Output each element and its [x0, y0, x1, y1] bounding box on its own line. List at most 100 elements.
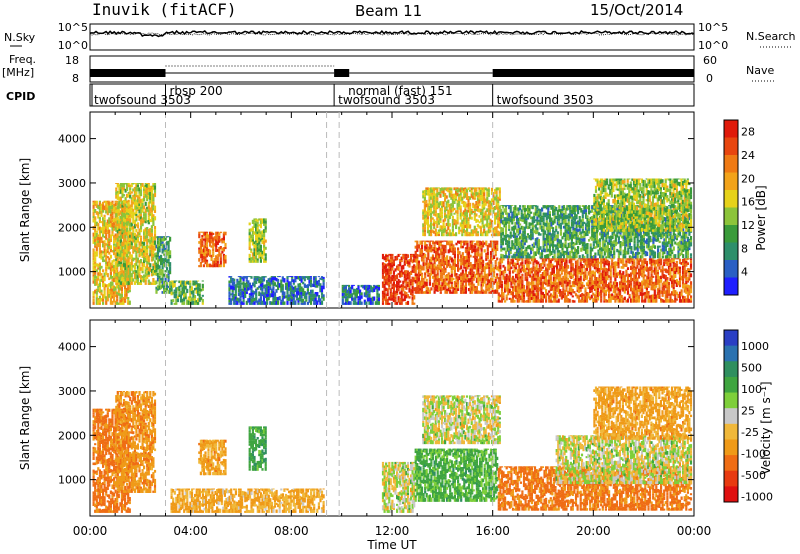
heatmap-cell — [116, 263, 119, 267]
heatmap-cell — [108, 257, 111, 261]
heatmap-cell — [222, 233, 225, 237]
heatmap-cell — [411, 269, 414, 273]
heatmap-cell — [507, 275, 510, 280]
heatmap-cell — [119, 196, 122, 202]
heatmap-cell — [460, 262, 463, 266]
heatmap-cell — [463, 256, 466, 260]
heatmap-cell — [573, 258, 576, 261]
heatmap-cell — [552, 295, 555, 299]
heatmap-cell — [295, 294, 298, 299]
heatmap-cell — [133, 271, 136, 275]
heatmap-cell — [489, 203, 492, 207]
heatmap-cell — [184, 296, 187, 300]
heatmap-cell — [423, 194, 426, 197]
heatmap-cell — [183, 297, 186, 302]
heatmap-cell — [153, 248, 157, 251]
heatmap-cell — [120, 302, 123, 305]
heatmap-cell — [479, 212, 483, 215]
heatmap-cell — [392, 285, 395, 291]
heatmap-cell — [606, 288, 609, 292]
heatmap-cell — [294, 280, 297, 283]
heatmap-cell — [431, 263, 435, 266]
heatmap-cell — [386, 274, 389, 278]
heatmap-cell — [626, 273, 630, 277]
heatmap-cell — [173, 289, 176, 292]
heatmap-cell — [462, 187, 465, 192]
heatmap-cell — [625, 280, 628, 283]
heatmap-cell — [436, 255, 439, 259]
heatmap-cell — [381, 255, 385, 260]
heatmap-cell — [305, 299, 308, 302]
heatmap-cell — [141, 275, 144, 278]
heatmap-cell — [471, 240, 474, 242]
heatmap-cell — [494, 212, 497, 216]
heatmap-cell — [573, 291, 576, 294]
heatmap-cell — [302, 276, 305, 280]
heatmap-cell — [280, 301, 283, 305]
heatmap-cell — [422, 229, 425, 233]
heatmap-cell — [264, 291, 267, 296]
heatmap-cell — [666, 277, 669, 280]
heatmap-cell — [631, 258, 634, 261]
heatmap-cell — [255, 296, 258, 301]
heatmap-cell — [631, 269, 634, 272]
heatmap-cell — [253, 291, 256, 295]
heatmap-cell — [435, 277, 438, 281]
heatmap-cell — [461, 196, 464, 201]
heatmap-cell — [178, 288, 181, 292]
heatmap-cell — [476, 208, 479, 212]
heatmap-cell — [207, 252, 210, 256]
heatmap-cell — [113, 225, 116, 229]
heatmap-cell — [476, 195, 479, 198]
heatmap-cell — [598, 284, 601, 289]
heatmap-cell — [428, 196, 431, 200]
heatmap-cell — [477, 267, 480, 272]
heatmap-cell — [97, 272, 100, 276]
heatmap-cell — [464, 211, 467, 217]
heatmap-cell — [204, 252, 207, 257]
heatmap-cell — [111, 260, 114, 264]
heatmap-cell — [661, 294, 664, 297]
heatmap-cell — [115, 264, 118, 268]
heatmap-cell — [455, 282, 458, 285]
heatmap-cell — [601, 290, 604, 293]
heatmap-cell — [434, 221, 437, 225]
heatmap-cell — [144, 235, 147, 239]
heatmap-cell — [299, 276, 302, 278]
heatmap-cell — [153, 216, 157, 221]
heatmap-cell — [424, 242, 427, 246]
heatmap-cell — [212, 241, 215, 246]
heatmap-cell — [615, 282, 619, 287]
heatmap-cell — [557, 298, 560, 303]
heatmap-cell — [645, 260, 648, 264]
heatmap-cell — [121, 253, 124, 258]
heatmap-cell — [106, 238, 109, 241]
heatmap-cell — [228, 276, 231, 278]
heatmap-cell — [568, 279, 571, 285]
heatmap-cell — [139, 216, 143, 220]
heatmap-cell — [399, 258, 402, 262]
heatmap-cell — [653, 286, 656, 290]
heatmap-cell — [658, 261, 661, 264]
heatmap-cell — [595, 260, 598, 264]
heatmap-cell — [122, 253, 126, 257]
heatmap-cell — [603, 292, 606, 297]
heatmap-cell — [181, 302, 184, 305]
heatmap-cell — [410, 292, 413, 296]
heatmap-cell — [557, 287, 560, 291]
heatmap-cell — [167, 273, 170, 276]
heatmap-cell — [472, 244, 475, 249]
heatmap-cell — [532, 277, 535, 282]
heatmap-cell — [533, 284, 537, 288]
heatmap-cell — [529, 288, 532, 293]
heatmap-cell — [201, 243, 204, 247]
heatmap-cell — [113, 252, 116, 256]
heatmap-cell — [518, 286, 521, 290]
heatmap-cell — [522, 284, 526, 289]
heatmap-cell — [431, 198, 434, 202]
heatmap-cell — [130, 184, 133, 188]
heatmap-cell — [400, 272, 403, 277]
heatmap-cell — [113, 291, 116, 295]
heatmap-cell — [441, 244, 444, 249]
heatmap-cell — [620, 295, 623, 299]
